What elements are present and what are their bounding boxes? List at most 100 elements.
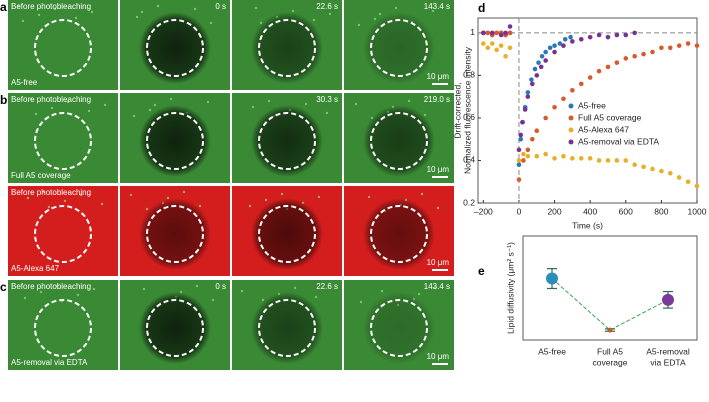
speck	[328, 12, 332, 16]
speck	[433, 286, 437, 290]
data-point	[685, 41, 691, 46]
data-point	[561, 153, 566, 159]
data-point	[543, 49, 548, 55]
speck	[261, 298, 265, 302]
speck	[304, 102, 308, 106]
data-point	[562, 36, 568, 42]
data-point	[518, 136, 524, 142]
speck	[37, 13, 41, 17]
data-point	[534, 73, 540, 78]
bleach-roi	[370, 112, 428, 170]
bleach-roi	[258, 299, 316, 357]
data-point	[561, 43, 566, 48]
scale-bar-label: 10 μm	[427, 352, 450, 361]
data-point	[532, 66, 538, 72]
data-point	[543, 151, 548, 157]
data-point	[667, 170, 673, 176]
speck	[407, 99, 411, 103]
scale-bar	[432, 363, 448, 365]
speck	[206, 100, 210, 104]
bleach-roi	[370, 19, 428, 77]
speck	[79, 193, 83, 197]
data-point	[543, 58, 548, 63]
data-point	[587, 75, 593, 80]
data-point	[662, 293, 674, 306]
data-point	[503, 30, 508, 36]
data-point	[568, 34, 573, 40]
data-point	[498, 32, 504, 38]
image-caption: 143.4 s	[424, 282, 450, 291]
speck	[293, 286, 297, 290]
speck	[142, 287, 146, 291]
x-tick-label: 600	[619, 206, 633, 216]
bleach-roi	[258, 19, 316, 77]
scale-bar-label: 10 μm	[427, 258, 450, 267]
data-point	[516, 147, 522, 153]
data-point	[623, 56, 629, 61]
data-point	[552, 156, 557, 161]
bleached-spot	[251, 12, 323, 84]
speck	[317, 195, 321, 199]
bleach-roi	[34, 205, 92, 263]
data-point	[489, 41, 495, 46]
speck	[132, 114, 136, 118]
speck	[251, 105, 255, 109]
speck	[153, 103, 157, 107]
scale-bar	[432, 83, 448, 85]
speck	[63, 199, 67, 203]
speck	[312, 18, 316, 22]
speck	[325, 111, 329, 115]
data-point	[587, 156, 593, 161]
data-point	[623, 32, 629, 38]
data-point	[503, 53, 508, 59]
speck	[39, 290, 43, 294]
data-point	[530, 81, 535, 87]
panel-label: c	[0, 280, 7, 294]
speck	[16, 4, 20, 8]
condition-label: A5-removal via EDTA	[11, 358, 88, 367]
data-point	[632, 53, 637, 59]
bleach-roi	[146, 299, 204, 357]
data-point	[596, 158, 602, 163]
data-point	[578, 36, 584, 42]
data-point	[570, 156, 575, 161]
bleach-roi	[370, 299, 428, 357]
speck	[357, 23, 361, 27]
legend-entry: A5-Alexa 647	[578, 124, 629, 134]
x-tick-label: 200	[547, 206, 561, 216]
data-point	[676, 175, 682, 180]
speck	[55, 284, 59, 288]
bleach-roi	[146, 19, 204, 77]
data-point	[605, 158, 611, 163]
connector-line	[551, 278, 669, 331]
bleach-roi	[370, 205, 428, 263]
data-point	[659, 45, 664, 51]
speck	[140, 10, 144, 14]
speck	[34, 112, 38, 116]
speck	[436, 206, 440, 210]
data-point	[578, 156, 584, 161]
bleach-roi	[146, 112, 204, 170]
speck	[87, 109, 91, 113]
speck	[378, 12, 382, 16]
data-point	[494, 30, 499, 36]
data-point	[536, 60, 541, 65]
data-point	[623, 158, 629, 163]
speck	[211, 298, 215, 302]
data-point	[641, 164, 646, 170]
data-point	[530, 136, 535, 142]
legend-marker	[568, 115, 574, 121]
data-point	[552, 49, 557, 55]
bleached-spot	[139, 105, 211, 177]
bleach-roi	[146, 205, 204, 263]
data-point	[507, 24, 513, 29]
speck	[26, 196, 30, 200]
bleach-roi	[34, 299, 92, 357]
bleached-spot	[251, 292, 323, 364]
data-point	[547, 45, 553, 51]
x-tick-label: via EDTA	[650, 357, 686, 367]
data-point	[632, 30, 637, 36]
speck	[76, 293, 80, 297]
data-point	[539, 53, 545, 59]
